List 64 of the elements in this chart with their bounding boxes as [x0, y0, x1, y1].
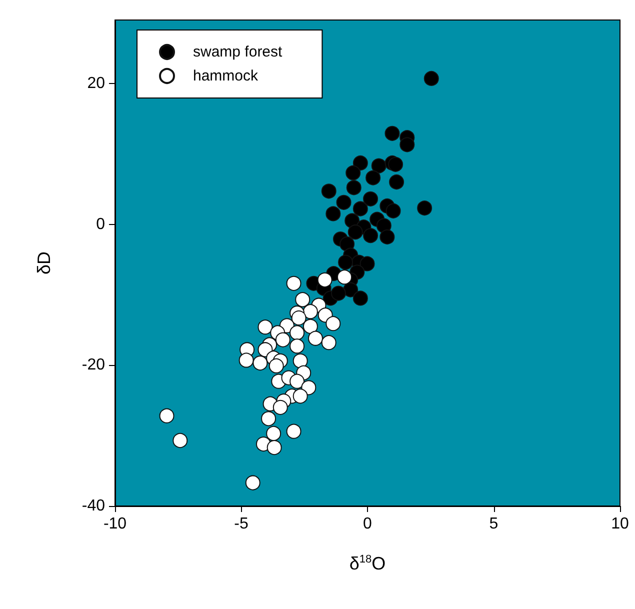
- point: [286, 276, 302, 291]
- point: [321, 184, 336, 199]
- point: [290, 325, 305, 340]
- point: [266, 426, 282, 441]
- point: [352, 290, 368, 306]
- point: [360, 256, 375, 272]
- point: [337, 270, 352, 285]
- point: [326, 316, 341, 332]
- point: [261, 411, 276, 426]
- point: [366, 170, 381, 186]
- point: [321, 335, 336, 350]
- point: [400, 137, 415, 152]
- x-tick-label: -10: [103, 516, 127, 532]
- legend-label: swamp forest: [193, 44, 284, 60]
- point: [275, 332, 290, 348]
- x-tick-label: 0: [363, 516, 372, 532]
- point: [346, 180, 362, 196]
- point: [172, 433, 188, 448]
- point: [268, 358, 284, 374]
- point: [272, 400, 288, 415]
- point: [346, 165, 361, 180]
- point: [290, 338, 305, 354]
- x-tick-label: 10: [611, 516, 629, 532]
- point: [317, 272, 332, 288]
- point: [338, 254, 354, 270]
- y-tick-label: -20: [82, 356, 106, 374]
- point: [292, 388, 308, 404]
- point: [417, 200, 432, 216]
- point: [380, 229, 395, 244]
- y-tick-label: 0: [96, 216, 106, 233]
- x-tick-label: 5: [489, 516, 498, 532]
- point: [388, 156, 404, 172]
- y-tick-label: 20: [87, 74, 106, 92]
- point: [352, 201, 368, 216]
- point: [330, 286, 346, 301]
- point: [266, 440, 282, 456]
- point: [352, 155, 368, 170]
- point: [291, 310, 306, 326]
- point: [336, 194, 352, 210]
- point: [292, 353, 308, 368]
- point: [159, 408, 174, 424]
- point: [245, 475, 260, 490]
- point: [348, 224, 363, 240]
- point: [386, 203, 401, 218]
- y-axis-title: δD: [34, 251, 54, 275]
- y-tick-label: -40: [82, 498, 106, 514]
- point: [371, 158, 386, 174]
- point: [326, 206, 341, 222]
- point: [363, 228, 378, 244]
- point: [286, 424, 302, 439]
- point: [238, 352, 254, 368]
- point: [302, 304, 318, 320]
- point: [384, 126, 400, 141]
- legend-label: hammock: [193, 68, 259, 84]
- point: [290, 374, 305, 389]
- point: [308, 330, 323, 346]
- point: [258, 320, 273, 335]
- x-tick-label: -5: [234, 516, 248, 532]
- point: [295, 292, 310, 308]
- point: [302, 318, 318, 334]
- point: [424, 70, 439, 86]
- point: [252, 356, 268, 371]
- point: [363, 191, 378, 206]
- point: [389, 174, 404, 190]
